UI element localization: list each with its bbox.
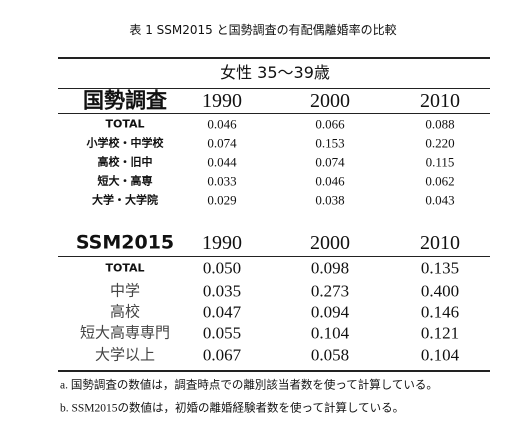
row-label: 高校・旧中 (97, 155, 153, 169)
note: a. 国勢調査の数値は，調査時点での離別該当者数を使って計算している。 (60, 379, 438, 392)
column-header: 2000 (310, 232, 350, 254)
caption: 表 1 SSM2015 と国勢調査の有配偶離婚率の比較 (129, 23, 397, 37)
note: b. SSM2015の数値は，初婚の離婚経験者数を使って計算している。 (60, 402, 405, 415)
row-label: TOTAL (105, 261, 145, 275)
row-label: 高校 (109, 302, 141, 321)
column-header: 2010 (420, 90, 460, 112)
cell: 0.074 (207, 135, 237, 151)
section-title: 国勢調査 (83, 88, 167, 113)
cell: 0.055 (202, 323, 242, 343)
rule (58, 113, 490, 114)
cell: 0.400 (420, 281, 460, 301)
row-label: 短大高専専門 (79, 323, 171, 342)
cell: 0.046 (207, 116, 237, 132)
cell: 0.074 (315, 154, 345, 170)
row-label: 大学・大学院 (92, 193, 158, 207)
cell: 0.047 (202, 302, 242, 322)
cell: 0.058 (310, 345, 350, 365)
cell: 0.067 (202, 345, 242, 365)
cell: 0.094 (310, 302, 350, 322)
cell: 0.050 (202, 258, 242, 278)
cell: 0.033 (207, 173, 237, 189)
cell: 0.046 (315, 173, 345, 189)
cell: 0.043 (425, 192, 455, 208)
cell: 0.121 (420, 323, 460, 343)
cell: 0.104 (420, 345, 460, 365)
cell: 0.220 (425, 135, 455, 151)
cell: 0.098 (310, 258, 350, 278)
row-label: 中学 (109, 281, 141, 300)
row-label: TOTAL (105, 117, 145, 131)
cell: 0.135 (420, 258, 460, 278)
rule (58, 57, 490, 59)
row-label: 大学以上 (94, 345, 156, 364)
cell: 0.088 (425, 116, 455, 132)
column-header: 1990 (202, 90, 242, 112)
cell: 0.044 (207, 154, 237, 170)
cell: 0.029 (207, 192, 237, 208)
column-header: 2000 (310, 90, 350, 112)
row-label: 短大・高専 (97, 174, 153, 188)
cell: 0.273 (310, 281, 350, 301)
cell: 0.038 (315, 192, 345, 208)
subheader: 女性 35〜39歳 (220, 63, 330, 82)
cell: 0.104 (310, 323, 350, 343)
cell: 0.115 (425, 154, 455, 170)
column-header: 2010 (420, 232, 460, 254)
section-title: SSM2015 (75, 231, 175, 254)
cell: 0.146 (420, 302, 460, 322)
rule (58, 88, 490, 89)
cell: 0.066 (315, 116, 345, 132)
cell: 0.062 (425, 173, 455, 189)
rule (58, 370, 490, 372)
cell: 0.035 (202, 281, 242, 301)
rule (58, 256, 490, 257)
cell: 0.153 (315, 135, 345, 151)
column-header: 1990 (202, 232, 242, 254)
row-label: 小学校・中学校 (86, 136, 164, 150)
